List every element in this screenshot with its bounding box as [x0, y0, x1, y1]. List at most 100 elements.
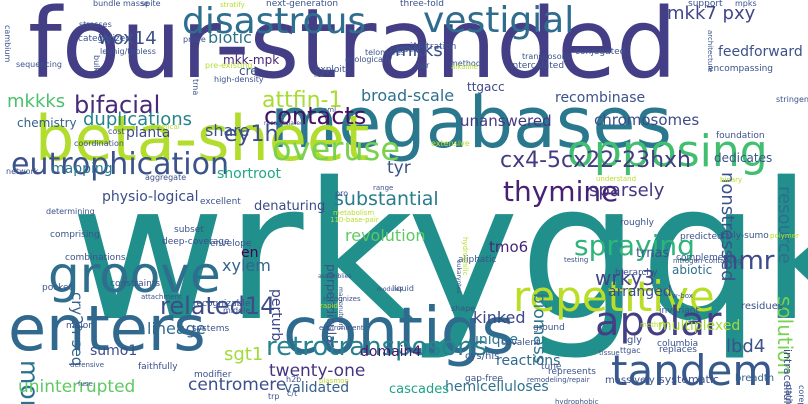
cloud-word: support — [688, 0, 723, 9]
cloud-word: ttgacc — [467, 80, 505, 94]
cloud-word: masse — [123, 0, 149, 8]
cloud-word: prove — [183, 35, 206, 44]
cloud-word: bundle — [93, 0, 121, 8]
cloud-word: recognizes — [323, 295, 361, 303]
cloud-word: polymer — [770, 232, 799, 240]
cloud-word: network — [6, 167, 39, 176]
cloud-word: thymine — [503, 175, 619, 208]
cloud-word: disastrous — [182, 1, 367, 42]
cloud-word: systems — [192, 324, 230, 334]
cloud-word: comprising — [50, 230, 100, 240]
cloud-word: 110-base-pair — [330, 216, 379, 224]
cloud-word: retrotransposons — [266, 332, 488, 362]
cloud-word: envelope — [210, 239, 252, 249]
cloud-word: testing — [564, 256, 589, 264]
cloud-word: trp — [268, 392, 280, 401]
cloud-word: encompassing — [708, 64, 773, 74]
cloud-word: gly — [627, 335, 643, 346]
cloud-word: cost — [108, 127, 125, 136]
cloud-word: modules — [377, 286, 403, 293]
cloud-word: defensive — [70, 361, 104, 369]
cloud-word: bifacial — [74, 91, 161, 119]
cloud-word: methyl — [640, 321, 665, 329]
cloud-word: share — [205, 121, 250, 140]
cloud-word: extensive — [431, 139, 470, 148]
cloud-word: cre — [239, 64, 258, 78]
cloud-word: represents — [548, 367, 596, 377]
cloud-word: megabases — [270, 82, 672, 164]
cloud-word: contigs — [283, 295, 515, 369]
cloud-word: foundation — [716, 131, 765, 141]
cloud-word: attachment — [141, 293, 182, 301]
cloud-word: eutrophication — [11, 147, 229, 182]
cloud-word: covalent — [501, 338, 540, 348]
cloud-word: ser — [417, 61, 430, 70]
cloud-word: spite — [141, 0, 161, 8]
cloud-word: arranged — [608, 284, 672, 300]
cloud-word: vestigial — [423, 0, 575, 41]
cloud-word: substantial — [334, 188, 439, 210]
cloud-word: reactions — [496, 353, 561, 369]
cloud-word: systematic — [659, 373, 719, 386]
cloud-word: h2b — [286, 375, 302, 384]
cloud-word: list — [314, 71, 325, 79]
cloud-word: enters — [8, 292, 206, 365]
cloud-word: cascades — [389, 382, 450, 397]
cloud-word: major — [66, 321, 92, 331]
cloud-word: constraints — [110, 279, 161, 289]
cloud-word: ey1h — [224, 122, 279, 147]
cloud-word: wox14 — [98, 28, 157, 49]
cloud-word: tmo6 — [489, 238, 529, 256]
cloud-word: assemblies — [318, 273, 352, 280]
cloud-word: mkk-mpk — [223, 53, 280, 67]
cloud-word: chromosomes — [594, 111, 700, 129]
cloud-word: method — [450, 59, 481, 68]
cloud-word: tyr — [387, 158, 411, 178]
cloud-word: trnas — [636, 246, 670, 261]
cloud-word: lineage — [147, 319, 206, 338]
cloud-word: wrkygqk — [70, 142, 808, 363]
cloud-word: complement — [676, 253, 733, 263]
cloud-word: apolar — [595, 299, 722, 345]
cloud-word: pathogen — [783, 384, 793, 404]
cloud-word: columbia — [657, 339, 699, 349]
cloud-word: hemicelluloses — [445, 379, 549, 395]
cloud-word: sumo1 — [90, 343, 138, 359]
cloud-word: opposing — [567, 126, 768, 177]
cloud-word: planta — [126, 125, 171, 141]
cloud-word: three-fold — [400, 0, 444, 9]
cloud-word: w-box — [672, 292, 693, 300]
cloud-word: wrky3 — [595, 266, 656, 290]
cloud-word: plasmon — [319, 377, 349, 385]
cloud-word: uninterrupted — [18, 377, 136, 397]
cloud-word: next-generation — [266, 0, 339, 9]
cloud-word: contacts — [264, 102, 367, 130]
cloud-word: centromere — [188, 375, 287, 395]
cloud-word: determining — [46, 207, 95, 216]
cloud-word: shape — [451, 304, 476, 313]
cloud-word: macronutrient — [337, 287, 344, 330]
cloud-word: groove — [48, 246, 221, 304]
cloud-word: replaces — [659, 345, 697, 355]
cloud-word: unanswered — [460, 112, 552, 130]
cloud-word: cx4-5cx22-23hxh — [500, 148, 691, 173]
cloud-word: hydrophilic — [461, 237, 469, 276]
cloud-word: nitrogen-containing — [673, 257, 742, 265]
cloud-word: stresses — [79, 20, 112, 29]
cloud-word: nonstressed — [717, 172, 738, 282]
cloud-word: telomeres — [365, 48, 406, 57]
cloud-word: pro — [335, 189, 349, 198]
cloud-word: aml — [323, 106, 337, 114]
cloud-word: recombinase — [555, 90, 646, 106]
cloud-word: lbd4 — [726, 336, 766, 357]
cloud-word: feedforward — [718, 44, 803, 60]
cloud-word: metabolism — [333, 209, 375, 217]
cloud-word: twenty-one — [269, 361, 366, 381]
cloud-word: four-stranded — [28, 0, 678, 100]
cloud-word: unique — [470, 332, 519, 348]
cloud-word: bulk — [92, 55, 101, 73]
cloud-word: resource — [774, 186, 795, 264]
cloud-word: fuse — [78, 380, 93, 388]
cloud-word: breadth — [735, 373, 775, 384]
cloud-word: shortroot — [217, 166, 282, 182]
